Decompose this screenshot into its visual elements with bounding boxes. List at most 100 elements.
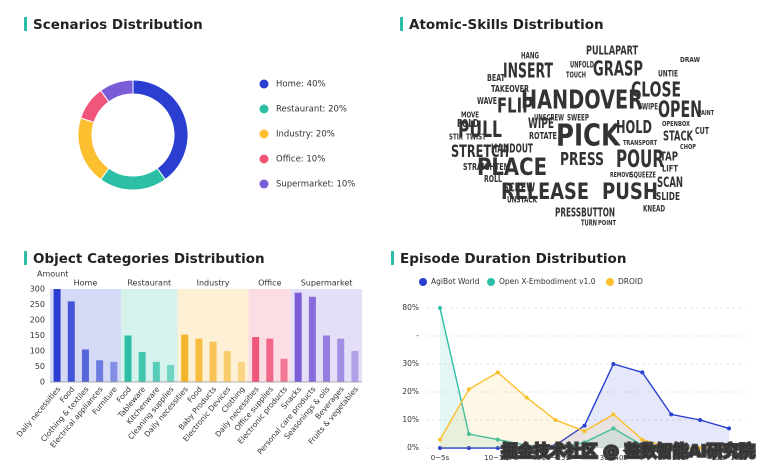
- word: TWIST: [466, 133, 486, 142]
- point: [611, 412, 616, 417]
- bar: [181, 334, 189, 382]
- point: [611, 426, 616, 431]
- bar: [81, 349, 89, 382]
- word: HANDOVER: [521, 86, 643, 116]
- point: [727, 426, 731, 431]
- y-axis-label: Amount: [37, 270, 68, 279]
- point: [466, 432, 471, 436]
- x-tick-label: 150~180s: [711, 454, 748, 462]
- word: STACK: [663, 130, 694, 145]
- legend-label: Industry: 20%: [276, 130, 335, 140]
- y-tick-label: 0%: [407, 443, 419, 452]
- bar: [280, 358, 288, 382]
- bar: [266, 338, 274, 382]
- bar: [252, 337, 260, 382]
- y-tick-label: 0: [40, 378, 45, 387]
- x-tick-label: 0~5s: [431, 454, 450, 462]
- word: PLACE: [477, 153, 547, 181]
- word: SQUEEZE: [630, 171, 656, 180]
- legend-swatch: [259, 129, 269, 139]
- legend-swatch: [259, 154, 269, 164]
- word: FLIP: [497, 94, 533, 118]
- point: [698, 446, 703, 450]
- word: UNSCREW: [534, 114, 564, 124]
- y-tick-label: 300: [30, 285, 45, 294]
- x-tick-label: 30~40s: [600, 454, 628, 462]
- word: HOLD: [616, 117, 652, 138]
- bar: [138, 351, 146, 382]
- word: TOUCH: [566, 71, 586, 80]
- word: PAINT: [698, 109, 714, 117]
- word: TAP: [660, 150, 678, 164]
- panel-title: Atomic-Skills Distribution: [409, 17, 604, 33]
- word: PUSH: [602, 180, 658, 205]
- panel-title: Scenarios Distribution: [33, 17, 203, 33]
- bar: [195, 338, 203, 382]
- word: STRETCH: [451, 142, 509, 162]
- point: [495, 446, 500, 450]
- word: OPENBOX: [662, 120, 690, 128]
- point: [553, 418, 558, 422]
- y-tick-label: 20%: [402, 387, 419, 396]
- bar: [96, 360, 104, 382]
- word: UNSTACK: [507, 196, 538, 206]
- point: [669, 412, 674, 417]
- bar: [152, 361, 160, 382]
- legend-swatch: [487, 278, 495, 286]
- bar: [237, 361, 245, 382]
- point: [727, 446, 731, 450]
- point: [524, 395, 529, 400]
- title-accent: [391, 251, 394, 265]
- word: KNEAD: [643, 205, 665, 215]
- legend-swatch: [259, 179, 269, 189]
- group-label: Supermarket: [301, 279, 353, 288]
- y-tick-label: 50: [35, 362, 45, 371]
- word: CHOP: [680, 143, 696, 151]
- word: STIR: [449, 133, 463, 142]
- word: SWEEP: [567, 114, 589, 124]
- point: [669, 446, 674, 450]
- point: [640, 437, 645, 442]
- word: UNTIE: [658, 70, 678, 80]
- point: [553, 446, 558, 450]
- donut-slice: [99, 79, 134, 103]
- word: PULL: [458, 118, 502, 143]
- bar: [67, 301, 75, 382]
- bar: [294, 292, 302, 382]
- word: TRANSPORT: [623, 139, 657, 147]
- word: ROTATE: [529, 131, 557, 142]
- panel-title: Object Categories Distribution: [33, 251, 265, 267]
- point: [640, 370, 645, 375]
- word: CUT: [695, 126, 709, 137]
- word: POUR: [616, 145, 664, 173]
- x-tick-label: 20~25s: [542, 454, 570, 462]
- word: RELEASE: [501, 180, 589, 205]
- title-accent: [400, 17, 403, 31]
- point: [438, 306, 442, 310]
- word: SWIPE: [638, 103, 658, 113]
- word: PRESSBUTTON: [555, 206, 615, 220]
- point: [524, 443, 529, 448]
- word: PRESS: [560, 149, 604, 170]
- point: [438, 446, 442, 450]
- word: CLOSE: [631, 78, 681, 102]
- word: DRAW: [680, 56, 700, 64]
- legend-swatch: [259, 104, 269, 114]
- word: STRAIGHTEN: [463, 162, 509, 173]
- legend-label: AgiBot World: [431, 277, 480, 286]
- y-tick-label: 250: [30, 300, 45, 309]
- bar: [223, 351, 231, 382]
- word: MOVE: [461, 111, 479, 120]
- legend-label: DROID: [618, 277, 643, 286]
- word: WAVE: [477, 96, 497, 107]
- group-label: Restaurant: [127, 279, 171, 288]
- word: HANDOUT: [491, 142, 534, 156]
- word: GRASP: [593, 57, 643, 81]
- y-tick-label: 100: [30, 347, 45, 356]
- donut-slice: [77, 117, 110, 181]
- word: LIFT: [662, 165, 679, 175]
- point: [553, 443, 558, 448]
- donut-slice: [99, 167, 167, 191]
